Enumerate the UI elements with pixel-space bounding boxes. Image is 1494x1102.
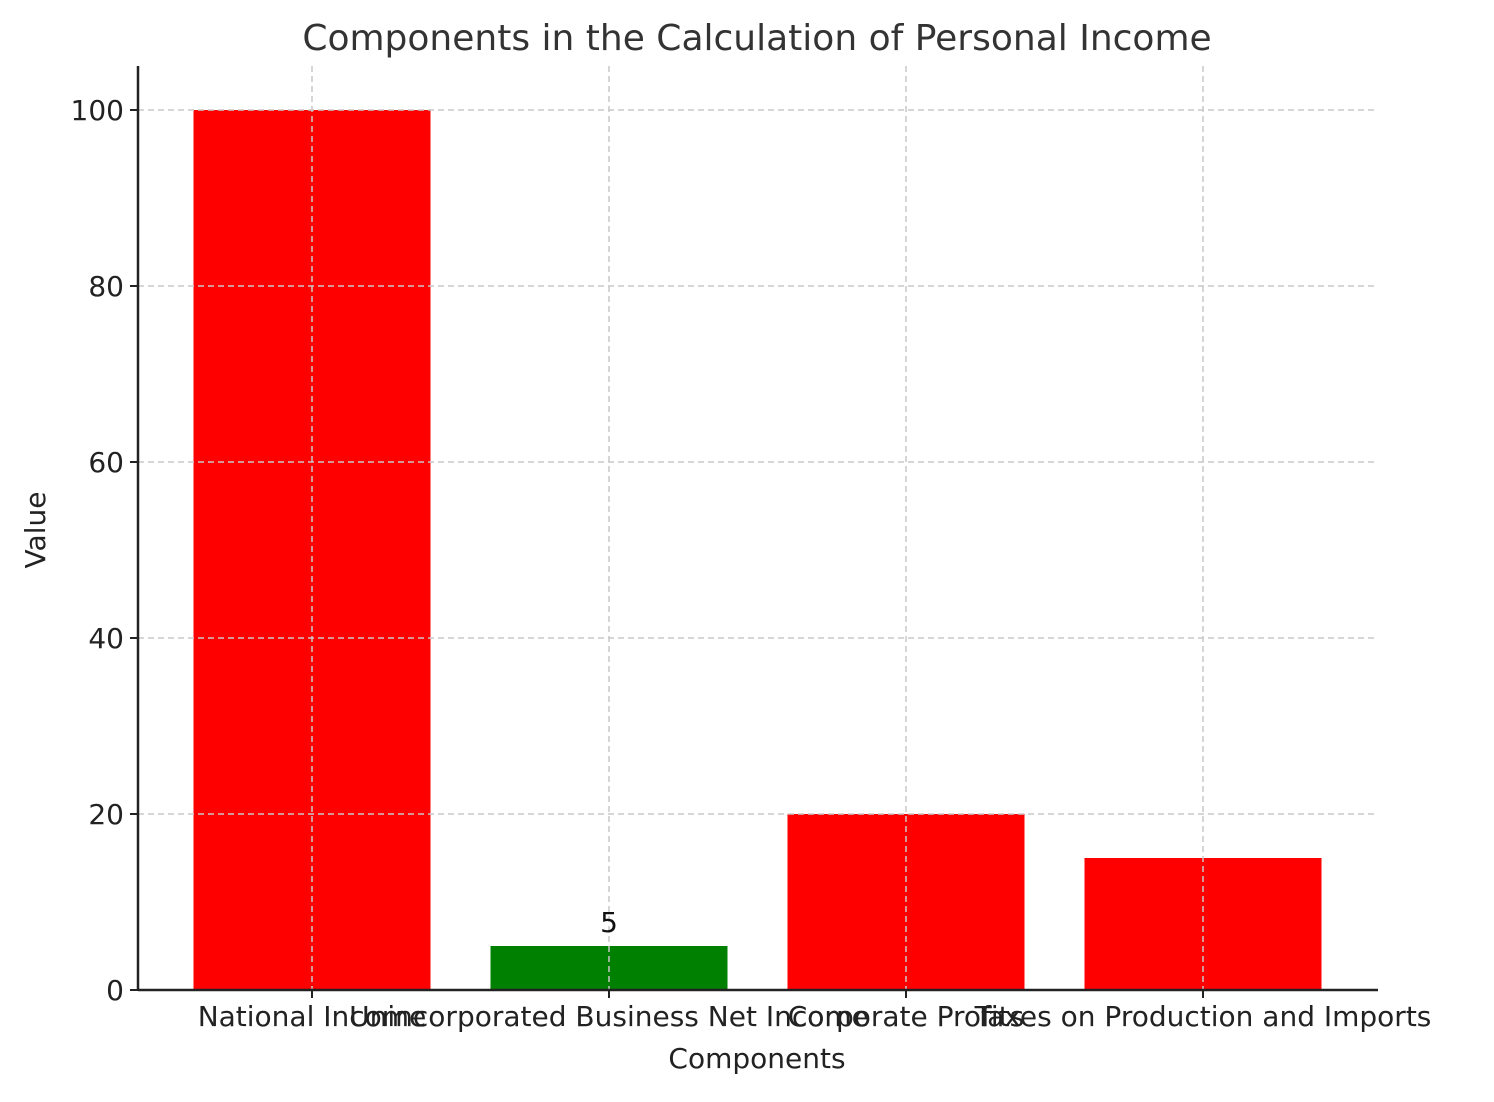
gridlines: [138, 66, 1378, 990]
y-tick-label-1: 20: [88, 798, 124, 831]
x-tick-label-2: Corporate Profits: [788, 1000, 1025, 1033]
bars: [193, 110, 1322, 990]
y-tick-label-4: 80: [88, 270, 124, 303]
y-tick-label-2: 40: [88, 622, 124, 655]
y-tick-label-0: 0: [106, 974, 124, 1007]
x-tick-label-0: National Income: [198, 1000, 427, 1033]
labels: 0 20 40 60 80 100 National IncomeUnincorporate…: [71, 94, 1432, 1033]
x-axis-label: Components: [668, 1042, 845, 1075]
y-tick-label-3: 60: [88, 446, 124, 479]
y-axis-label: Value: [19, 492, 52, 569]
data-label-1: 5: [600, 906, 618, 939]
y-tick-label-5: 100: [71, 94, 124, 127]
axes: [130, 66, 1378, 998]
chart-title: Components in the Calculation of Persona…: [302, 18, 1211, 59]
x-tick-label-1: Unincorporated Business Net Income: [349, 1000, 869, 1033]
x-tick-label-3: Taxes on Production and Imports: [974, 1000, 1432, 1033]
